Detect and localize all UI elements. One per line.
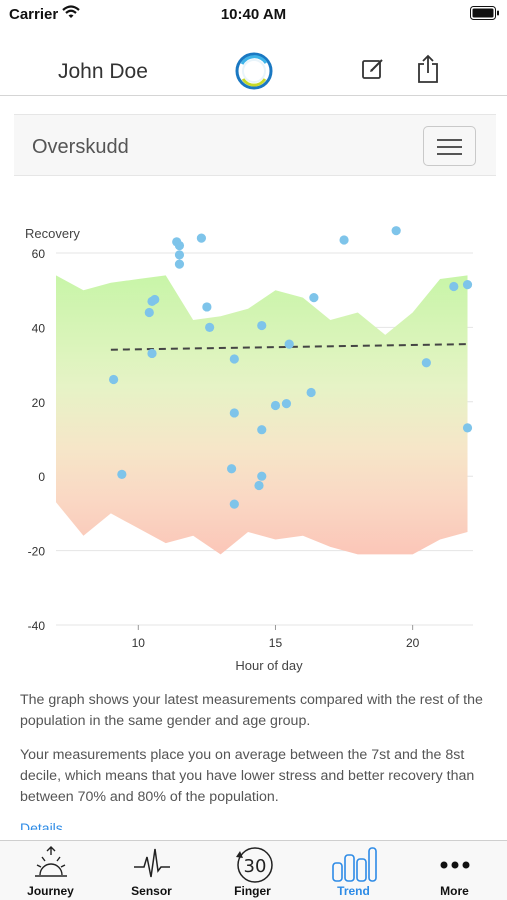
data-point xyxy=(174,240,185,251)
bar-chart-icon xyxy=(331,847,377,882)
y-tick-label: 60 xyxy=(32,247,46,261)
app-logo-icon xyxy=(235,52,273,90)
data-point xyxy=(421,358,431,368)
data-point xyxy=(270,400,281,411)
data-point xyxy=(229,499,239,509)
card-title: Overskudd xyxy=(32,136,129,158)
wifi-icon xyxy=(62,5,80,18)
data-point xyxy=(229,408,239,418)
data-point xyxy=(257,471,267,481)
data-point xyxy=(174,259,185,269)
description-paragraph-2: Your measurements place you on average b… xyxy=(20,747,475,805)
sunrise-icon xyxy=(34,846,67,877)
tab-journey-label: Journey xyxy=(27,884,74,898)
edit-icon[interactable] xyxy=(361,57,385,81)
status-time: 10:40 AM xyxy=(220,6,287,23)
user-name: John Doe xyxy=(58,60,148,83)
data-point xyxy=(202,302,212,312)
data-point xyxy=(306,387,316,398)
data-point xyxy=(226,464,237,474)
x-axis-title: Hour of day xyxy=(235,658,303,673)
y-axis-title: Recovery xyxy=(25,226,80,241)
menu-button[interactable] xyxy=(423,126,476,166)
y-tick-label: 20 xyxy=(32,396,46,410)
data-point xyxy=(462,280,473,290)
tab-sensor[interactable]: Sensor xyxy=(101,841,202,900)
x-tick-label: 15 xyxy=(269,636,283,650)
tab-sensor-label: Sensor xyxy=(131,884,172,898)
data-point xyxy=(205,322,215,332)
more-dots-icon xyxy=(440,861,469,869)
pulse-icon xyxy=(133,848,170,878)
svg-text:30: 30 xyxy=(243,856,266,877)
data-point xyxy=(117,469,127,479)
share-icon[interactable] xyxy=(416,54,440,84)
tab-journey[interactable]: Journey xyxy=(0,841,101,900)
data-point xyxy=(147,348,157,359)
hamburger-icon xyxy=(437,139,462,141)
y-tick-label: -40 xyxy=(28,619,46,633)
data-point xyxy=(150,294,160,305)
population-band xyxy=(56,275,468,555)
y-tick-label: -20 xyxy=(28,545,46,559)
x-tick-label: 20 xyxy=(406,636,420,650)
data-point xyxy=(229,354,239,364)
data-point xyxy=(391,226,401,236)
y-tick-label: 40 xyxy=(32,321,46,335)
data-point xyxy=(284,339,294,349)
timer-30-icon: 30 xyxy=(235,847,273,883)
tab-finger-label: Finger xyxy=(234,884,271,898)
tab-more[interactable]: More xyxy=(404,841,505,900)
recovery-chart: 60 40 20 0 -20 -40 10 15 20 Recovery Hour of day xyxy=(25,226,473,673)
data-point xyxy=(309,293,319,303)
details-link[interactable]: Details xyxy=(20,820,63,830)
x-tick-label: 10 xyxy=(132,636,146,650)
tab-bar: Journey Sensor 30 Finger Trend More xyxy=(0,840,507,900)
data-point xyxy=(462,423,473,433)
data-point xyxy=(281,399,292,409)
data-point xyxy=(109,374,119,385)
tab-finger[interactable]: 30 Finger xyxy=(202,841,303,900)
battery-icon xyxy=(470,6,499,20)
status-bar: Carrier 10:40 AM xyxy=(0,0,507,30)
data-point xyxy=(449,281,459,292)
data-point xyxy=(174,250,185,260)
card-header: Overskudd xyxy=(14,114,496,176)
data-point xyxy=(257,320,267,331)
data-point xyxy=(257,425,267,435)
data-point xyxy=(196,233,207,243)
tab-trend-label: Trend xyxy=(337,884,370,898)
tab-trend[interactable]: Trend xyxy=(303,841,404,900)
data-point xyxy=(144,307,154,318)
data-point xyxy=(254,480,264,491)
app-header: John Doe xyxy=(0,30,507,96)
carrier-label: Carrier xyxy=(9,6,59,23)
tab-more-label: More xyxy=(440,884,469,898)
y-tick-label: 0 xyxy=(38,470,45,484)
data-point xyxy=(339,235,349,245)
description-paragraph-1: The graph shows your latest measurements… xyxy=(20,692,483,729)
